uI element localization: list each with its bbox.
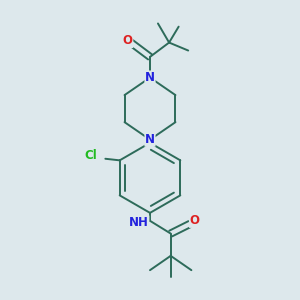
Text: Cl: Cl — [85, 149, 98, 162]
Text: O: O — [190, 214, 200, 227]
Text: NH: NH — [129, 216, 149, 229]
Text: N: N — [145, 71, 155, 84]
Text: O: O — [123, 34, 133, 47]
Text: N: N — [145, 133, 155, 146]
